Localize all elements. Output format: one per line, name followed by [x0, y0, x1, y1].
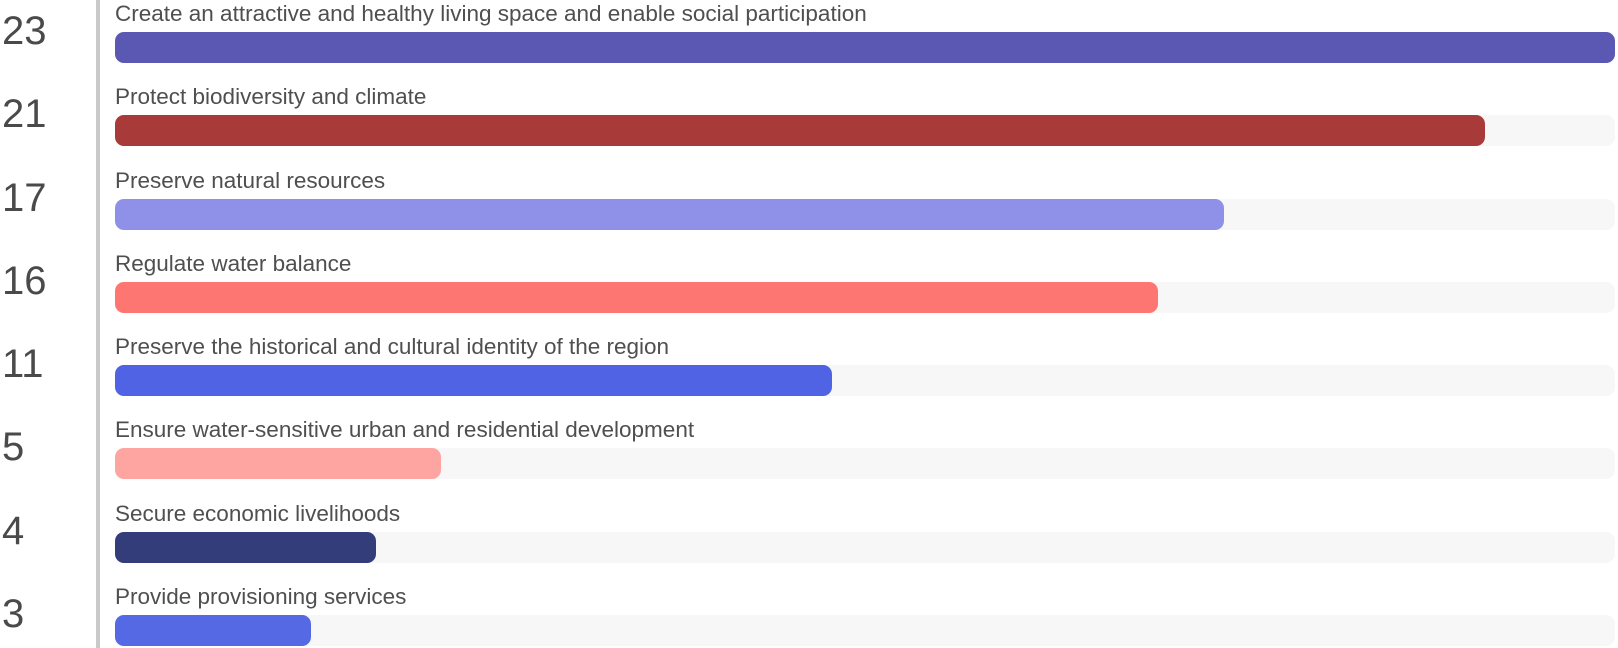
value-label: 17 [2, 175, 47, 220]
chart-row: 3 Provide provisioning services [0, 583, 1618, 648]
bar-segment[interactable] [115, 115, 1485, 147]
chart-row: 11 Preserve the historical and cultural … [0, 333, 1618, 416]
bar-track [115, 365, 1615, 396]
category-label: Ensure water-sensitive urban and residen… [115, 417, 695, 443]
bar-segment[interactable] [115, 281, 1159, 313]
category-label: Regulate water balance [115, 250, 352, 276]
chart-row: 21 Protect biodiversity and climate [0, 83, 1618, 166]
bar-track [115, 614, 1615, 646]
bar-track [115, 115, 1615, 147]
bar-track [115, 281, 1615, 313]
bar-segment[interactable] [115, 614, 311, 646]
value-label: 21 [2, 92, 47, 137]
category-label: Protect biodiversity and climate [115, 84, 427, 110]
bar-segment[interactable] [115, 365, 833, 396]
bar-segment[interactable] [115, 531, 376, 563]
bar-track [115, 198, 1615, 230]
value-label: 4 [2, 508, 25, 553]
bar-track [115, 531, 1615, 563]
y-axis-line [96, 0, 100, 648]
category-label: Provide provisioning services [115, 583, 407, 609]
chart-row: 17 Preserve natural resources [0, 167, 1618, 250]
value-label: 16 [2, 258, 47, 303]
value-label: 23 [2, 9, 47, 53]
category-label: Secure economic livelihoods [115, 500, 401, 526]
category-label: Preserve the historical and cultural ide… [115, 334, 670, 359]
bar-segment[interactable] [115, 32, 1615, 63]
category-label: Create an attractive and healthy living … [115, 1, 867, 26]
value-label: 11 [2, 342, 44, 386]
chart-row: 5 Ensure water-sensitive urban and resid… [0, 416, 1618, 499]
bar-track [115, 32, 1615, 63]
value-label: 5 [2, 425, 25, 470]
value-label: 3 [2, 591, 25, 636]
chart-row: 4 Secure economic livelihoods [0, 500, 1618, 583]
chart-row: 16 Regulate water balance [0, 250, 1618, 333]
category-label: Preserve natural resources [115, 167, 386, 193]
bar-segment[interactable] [115, 448, 442, 480]
bar-segment[interactable] [115, 198, 1224, 230]
bar-track [115, 448, 1615, 480]
chart-row: 23 Create an attractive and healthy livi… [0, 0, 1618, 83]
